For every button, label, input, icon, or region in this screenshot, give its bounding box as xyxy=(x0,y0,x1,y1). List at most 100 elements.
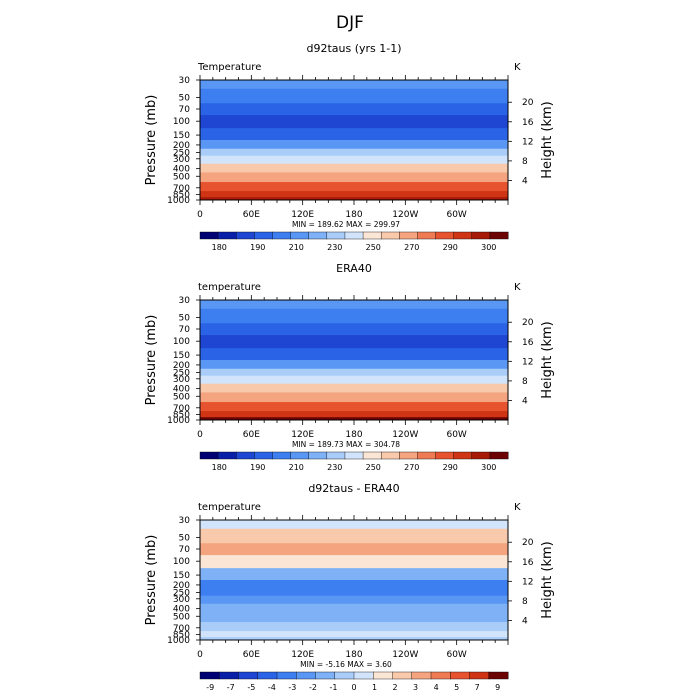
panels: d92taus (yrs 1-1)Temperature K0 60E 120E 180… xyxy=(144,42,555,692)
y-right-axis-title: Height (km) xyxy=(540,101,555,178)
contour-band xyxy=(200,383,508,393)
x-tick-label: 60W xyxy=(446,210,466,220)
colorbar-label: 180 xyxy=(212,243,227,252)
y-tick-label: 500 xyxy=(173,612,190,622)
min-max-stats: MIN = -5.16 MAX = 3.60 xyxy=(300,660,392,669)
colorbar-swatch xyxy=(417,451,437,460)
colorbar-swatch xyxy=(308,451,328,460)
y-tick-label: 700 xyxy=(173,624,190,634)
colorbar-swatch xyxy=(450,671,470,680)
y-tick-label: 850 xyxy=(173,630,190,640)
min-max-stats: MIN = 189.62 MAX = 299.97 xyxy=(292,220,400,229)
colorbar-swatch xyxy=(254,231,273,240)
min-max-stats: MIN = 189.73 MAX = 304.78 xyxy=(292,440,400,449)
colorbar-swatch xyxy=(453,451,473,460)
y-tick-label: 300 xyxy=(173,375,190,385)
x-tick-label: 120E xyxy=(291,210,314,220)
contour-band xyxy=(200,335,508,349)
x-tick-label: 0 xyxy=(197,430,203,440)
contour-band xyxy=(200,115,508,129)
colorbar-swatch xyxy=(217,231,237,240)
colorbar-label: -9 xyxy=(206,683,214,692)
colorbar-swatch xyxy=(344,231,364,240)
contour-band xyxy=(200,612,508,623)
y-right-tick-label: 4 xyxy=(522,616,528,626)
contour-band xyxy=(200,308,508,324)
contour-band xyxy=(200,528,508,544)
colorbar-swatch xyxy=(435,451,455,460)
colorbar-label: 300 xyxy=(481,243,496,252)
panel-units-label: K xyxy=(514,62,521,73)
colorbar-label: 7 xyxy=(475,683,480,692)
contour-band xyxy=(200,417,508,421)
colorbar-swatch xyxy=(399,451,418,460)
colorbar-label: 210 xyxy=(289,463,304,472)
x-tick-label: 60E xyxy=(243,430,260,440)
contour-band xyxy=(200,631,508,638)
y-right-tick-label: 8 xyxy=(522,157,528,167)
contour-band xyxy=(200,182,508,192)
y-tick-label: 70 xyxy=(179,105,191,115)
colorbar-swatch xyxy=(471,231,491,240)
y-tick-label: 50 xyxy=(179,533,191,543)
contour-band xyxy=(200,360,508,370)
y-tick-label: 500 xyxy=(173,172,190,182)
y-tick-label: 250 xyxy=(173,369,190,379)
colorbar: 180 190 210 230 250 270 290 300 xyxy=(199,451,509,472)
y-right-tick-label: 12 xyxy=(522,577,533,587)
colorbar-swatch xyxy=(199,231,219,240)
contour-band xyxy=(200,155,508,165)
panel-units-label: K xyxy=(514,502,521,513)
colorbar-swatch xyxy=(326,451,346,460)
colorbar-swatch xyxy=(308,231,328,240)
contour-band xyxy=(200,103,508,116)
y-tick-label: 200 xyxy=(173,361,190,371)
x-tick-label: 0 xyxy=(197,210,203,220)
colorbar-swatch xyxy=(488,671,509,680)
y-right-tick-label: 20 xyxy=(522,98,534,108)
contour-band xyxy=(200,543,508,556)
y-right-tick-label: 16 xyxy=(522,338,534,348)
contour-band xyxy=(200,80,508,90)
colorbar-label: 250 xyxy=(366,243,381,252)
colorbar-label: 9 xyxy=(495,683,500,692)
colorbar-label: -7 xyxy=(227,683,235,692)
colorbar-swatch xyxy=(272,451,292,460)
y-tick-label: 100 xyxy=(173,117,190,127)
y-right-tick-label: 8 xyxy=(522,377,528,387)
contour-bands xyxy=(200,80,508,201)
y-right-tick-label: 12 xyxy=(522,357,533,367)
colorbar-swatch xyxy=(489,231,509,240)
y-tick-label: 200 xyxy=(173,141,190,151)
y-tick-label: 30 xyxy=(179,516,191,526)
y-right-axis-title: Height (km) xyxy=(540,321,555,398)
colorbar-swatch xyxy=(199,451,219,460)
colorbar-swatch xyxy=(362,451,382,460)
colorbar-label: 2 xyxy=(393,683,398,692)
colorbar-swatch xyxy=(362,231,382,240)
x-tick-label: 180 xyxy=(345,210,362,220)
colorbar-label: 180 xyxy=(212,463,227,472)
panel-variable-label: temperature xyxy=(198,282,261,293)
y-right-axis-title: Height (km) xyxy=(540,541,555,618)
y-tick-label: 250 xyxy=(173,589,190,599)
panel-title: d92taus - ERA40 xyxy=(308,482,399,495)
y-right-tick-label: 4 xyxy=(522,396,528,406)
y-tick-label: 700 xyxy=(173,404,190,414)
figure-title: DJF xyxy=(336,13,364,33)
y-axis-title: Pressure (mb) xyxy=(144,315,159,406)
colorbar-swatch xyxy=(373,671,393,680)
contour-band xyxy=(200,555,508,569)
x-tick-label: 60W xyxy=(446,430,466,440)
y-tick-label: 200 xyxy=(173,581,190,591)
colorbar-label: 300 xyxy=(481,463,496,472)
colorbar-swatch xyxy=(326,231,346,240)
colorbar-swatch xyxy=(471,451,491,460)
x-tick-label: 60E xyxy=(243,210,260,220)
y-tick-label: 70 xyxy=(179,325,191,335)
y-tick-label: 300 xyxy=(173,595,190,605)
colorbar-label: 290 xyxy=(443,463,458,472)
colorbar-swatch xyxy=(469,671,490,680)
y-tick-label: 150 xyxy=(173,351,190,361)
